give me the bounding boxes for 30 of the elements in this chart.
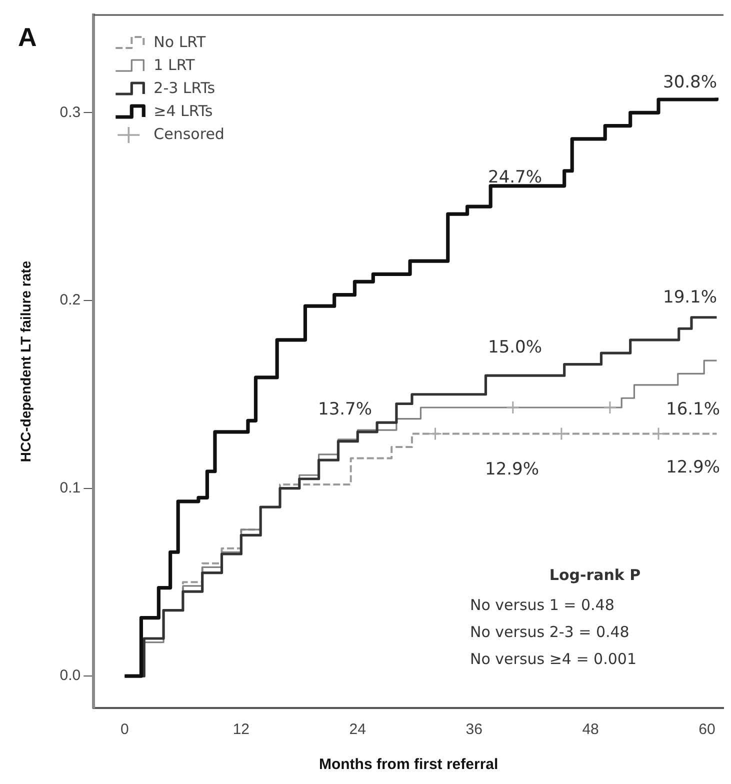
annotation: 12.9% xyxy=(666,457,720,478)
x-tick-label: 36 xyxy=(466,721,482,738)
annotation: 24.7% xyxy=(488,167,542,188)
annotation: 15.0% xyxy=(488,337,542,358)
y-tick-label: 0.3 xyxy=(60,104,81,121)
x-tick-label: 24 xyxy=(349,721,366,738)
annotation: 30.8% xyxy=(662,72,718,92)
annotation: 16.1% xyxy=(666,399,720,420)
annotation: 13.7% xyxy=(318,399,372,420)
x-tick-label: 60 xyxy=(698,721,716,738)
legend-label: 2-3 LRTs xyxy=(154,78,216,97)
y-tick-label: 0.2 xyxy=(60,292,81,309)
annotation: No versus 2-3 = 0.48 xyxy=(470,622,630,641)
legend-label: 1 LRT xyxy=(154,56,196,74)
legend-label: Censored xyxy=(154,124,224,143)
x-axis-title: Months from first referral xyxy=(318,756,498,774)
annotation: No versus ≥4 = 0.001 xyxy=(470,650,637,668)
x-tick-label: 48 xyxy=(582,721,599,738)
y-tick-label: 0.1 xyxy=(60,479,81,496)
annotation: 12.9% xyxy=(484,459,540,480)
chart-title: A xyxy=(18,22,37,53)
legend-label: No LRT xyxy=(154,32,207,51)
annotation: 19.1% xyxy=(662,287,718,308)
x-tick-label: 12 xyxy=(232,721,250,738)
x-tick-label: 0 xyxy=(120,721,129,738)
annotation: No versus 1 = 0.48 xyxy=(470,596,614,614)
y-tick-label: 0.0 xyxy=(60,667,81,684)
y-axis-title: HCC-dependent LT failure rate xyxy=(17,260,34,462)
annotation: Log-rank P xyxy=(549,566,641,584)
legend-label: ≥4 LRTs xyxy=(154,102,213,120)
